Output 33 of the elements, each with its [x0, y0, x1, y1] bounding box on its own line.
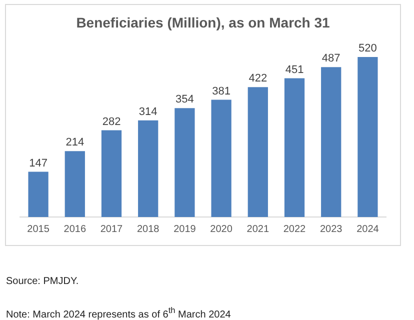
source-note: Source: PMJDY.	[6, 276, 79, 287]
x-tick-label: 2020	[210, 224, 233, 235]
x-tick-label: 2023	[320, 224, 343, 235]
data-label: 487	[322, 52, 340, 65]
data-label: 422	[248, 72, 268, 85]
bar	[211, 100, 232, 217]
bar	[174, 108, 195, 217]
x-tick-label: 2019	[174, 224, 196, 235]
bar	[138, 120, 158, 217]
data-label: 520	[358, 42, 377, 55]
x-tick-label: 2017	[100, 224, 124, 235]
bar	[28, 172, 48, 217]
x-tick-label: 2016	[64, 224, 86, 235]
x-tick-label: 2024	[356, 224, 380, 235]
data-label: 451	[285, 64, 304, 76]
text: Note: March 2024 represents as of 6$^{th}$ March 2024	[6, 305, 231, 320]
data-label: 147	[29, 157, 48, 170]
x-tick-label: 2015	[27, 224, 50, 235]
bar	[101, 130, 122, 217]
data-label: 354	[176, 94, 194, 106]
bar	[64, 151, 85, 217]
x-tick-label: 2018	[136, 224, 160, 235]
data-label: 314	[138, 106, 158, 118]
bar	[248, 87, 268, 217]
x-tick-label: 2021	[246, 224, 270, 235]
bar	[358, 57, 378, 217]
bar	[321, 67, 342, 217]
x-tick-label: 2022	[283, 224, 306, 235]
data-label: 214	[66, 136, 84, 149]
bar	[284, 78, 305, 217]
data-label: 282	[102, 116, 121, 128]
data-label: 381	[212, 85, 230, 98]
chart-title: Beneficiaries (Million), as on March 31	[76, 14, 330, 30]
